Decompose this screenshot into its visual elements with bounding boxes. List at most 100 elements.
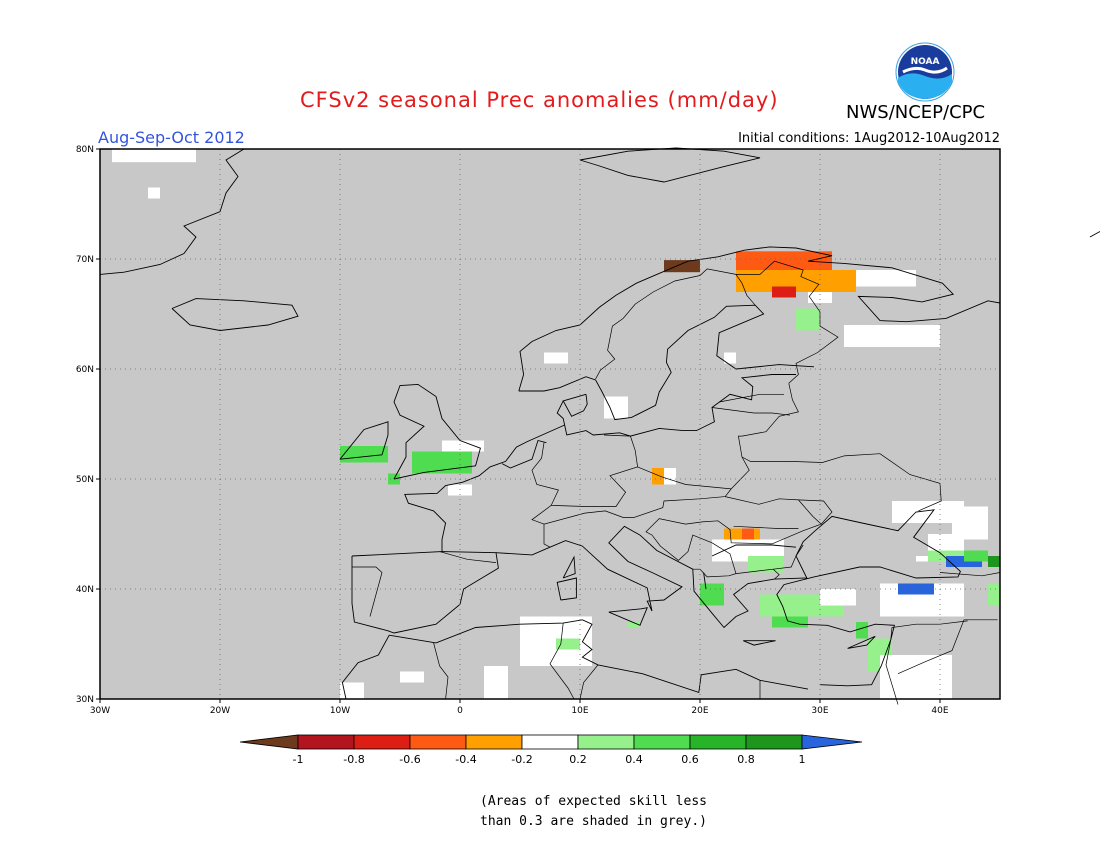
colorbar-segment: [297, 734, 355, 750]
anomaly-cell: [340, 682, 364, 699]
colorbar-segment: [521, 734, 579, 750]
footnote-line-2: than 0.3 are shaded in grey.): [480, 814, 707, 829]
coastline: [518, 304, 815, 421]
coastline: [351, 551, 499, 634]
anomaly-cell: [652, 468, 664, 485]
anomaly-cell: [664, 260, 700, 273]
anomaly-cell: [400, 671, 424, 683]
colorbar-segment: [353, 734, 411, 750]
country-border: [939, 572, 1001, 577]
coastline: [393, 383, 481, 480]
anomaly-cell: [808, 292, 832, 303]
lon-tick-label: 10E: [571, 706, 588, 716]
coastline: [562, 555, 576, 579]
coastline: [556, 577, 577, 601]
lat-tick-label: 30N: [76, 695, 94, 705]
anomaly-cell: [148, 187, 160, 199]
coastline: [518, 246, 1001, 392]
colorbar-arrow-low: [240, 734, 299, 750]
lon-tick-label: 20E: [691, 706, 708, 716]
coastline: [99, 148, 245, 275]
noaa-logo-text: NOAA: [911, 57, 940, 67]
lon-tick-label: 10W: [330, 706, 350, 716]
anomaly-cell: [844, 325, 940, 347]
country-border: [897, 619, 998, 675]
anomaly-cell: [664, 468, 676, 485]
anomaly-cell: [988, 583, 1000, 606]
country-border: [543, 488, 732, 548]
colorbar-label: 0.8: [737, 753, 755, 766]
lat-tick-label: 50N: [76, 475, 94, 485]
lon-tick-label: 20W: [210, 706, 230, 716]
colorbar-label: 1: [799, 753, 806, 766]
anomaly-cell: [988, 556, 1000, 567]
anomaly-cell: [700, 583, 724, 606]
noaa-logo-icon: NOAA: [895, 42, 955, 102]
footnote: (Areas of expected skill less than 0.3 a…: [480, 792, 780, 832]
colorbar-label: -0.2: [511, 753, 532, 766]
anomaly-cell: [442, 440, 484, 452]
country-border: [733, 525, 799, 529]
colorbar-label: 0.6: [681, 753, 699, 766]
colorbar-segment: [577, 734, 635, 750]
colorbar-label: -1: [293, 753, 304, 766]
coastline: [404, 424, 565, 552]
anomaly-cell: [742, 528, 754, 540]
coastline: [1089, 230, 1100, 238]
country-border: [579, 664, 599, 700]
coastline: [501, 439, 547, 469]
colorbar-segment: [633, 734, 691, 750]
country-border: [433, 642, 449, 700]
anomaly-cell: [796, 308, 820, 331]
country-border: [719, 393, 784, 403]
lat-tick-label: 80N: [76, 145, 94, 155]
coastline: [703, 572, 707, 590]
lon-tick-label: 30E: [811, 706, 828, 716]
lon-tick-label: 0: [457, 706, 463, 716]
colorbar-label: -0.4: [455, 753, 476, 766]
country-border: [531, 505, 552, 525]
country-border: [798, 499, 833, 525]
anomaly-cell: [112, 149, 196, 163]
anomaly-cell: [880, 655, 952, 699]
lat-tick-label: 40N: [76, 585, 94, 595]
anomaly-cell: [736, 270, 856, 292]
country-border: [711, 407, 791, 416]
lon-tick-label: 40E: [931, 706, 948, 716]
coastline: [341, 619, 809, 700]
country-border: [885, 639, 899, 705]
colorbar-segment: [689, 734, 747, 750]
coastline: [495, 509, 961, 687]
coastline: [743, 640, 776, 646]
anomaly-cell: [964, 550, 988, 562]
colorbar-segment: [409, 734, 467, 750]
anomaly-cell: [748, 556, 784, 573]
initial-conditions-label: Initial conditions: 1Aug2012-10Aug2012: [738, 131, 1000, 146]
coastline: [847, 635, 876, 649]
anomaly-cell: [724, 352, 736, 364]
anomaly-cell: [856, 622, 868, 639]
colorbar-label: -0.8: [343, 753, 364, 766]
coastline: [556, 374, 796, 437]
country-border: [772, 568, 780, 580]
colorbar-label: 0.2: [569, 753, 587, 766]
coastline: [562, 393, 588, 417]
colorbar-arrow-high: [801, 734, 863, 750]
footnote-line-1: (Areas of expected skill less: [480, 794, 707, 809]
lon-tick-label: 30W: [90, 706, 110, 716]
colorbar-segment: [465, 734, 523, 750]
country-border: [549, 623, 575, 700]
lat-tick-label: 70N: [76, 255, 94, 265]
country-border: [439, 551, 497, 563]
season-label: Aug-Sep-Oct 2012: [98, 128, 245, 147]
anomaly-cell: [952, 506, 988, 540]
anomaly-cell: [544, 352, 568, 364]
country-border: [637, 383, 799, 490]
coastline: [608, 607, 648, 626]
coastline: [339, 421, 389, 460]
org-label: NWS/NCEP/CPC: [846, 102, 986, 123]
map-background: [100, 149, 1000, 699]
anomaly-cell: [772, 286, 796, 298]
country-border: [741, 455, 845, 463]
